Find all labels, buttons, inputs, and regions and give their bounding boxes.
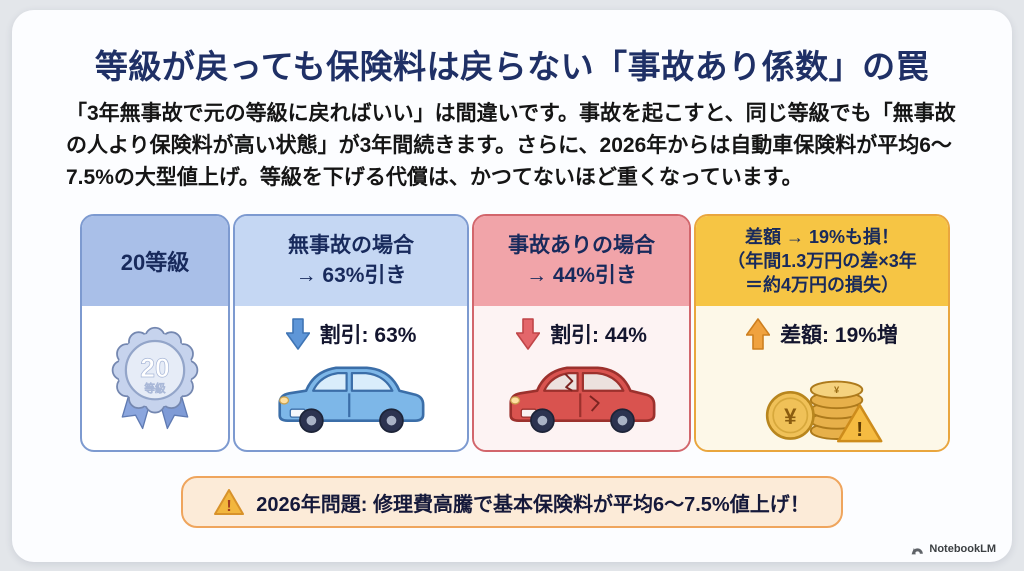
difference-stat-row: 差額: 19%増 [746,318,898,350]
badge-label-text: 等級 [143,382,166,395]
slide-card: 等級が戻っても保険料は戻らない「事故あり係数」の罠 「3年無事故で元の等級に戻れ… [12,10,1012,562]
red-down-arrow-icon [516,318,541,350]
column-with-accident-body: 割引: 44% [474,306,689,450]
notebooklm-logo-icon [911,547,924,555]
intro-paragraph: 「3年無事故で元の等級に戻ればいい」は間違いです。事故を起こすと、同じ等級でも「… [66,102,956,189]
badge-number-text: 20 [140,353,169,383]
comparison-table: 20等級 20 等級 [80,214,952,452]
callout-warning-icon: ! [214,489,245,515]
blue-car-icon [278,366,425,433]
column-with-accident-header: 事故ありの場合 → 44%引き [474,216,689,306]
column-grade-body: 20 等級 [82,306,228,450]
column-no-accident-body: 割引: 63% [235,306,467,450]
no-accident-stat-row: 割引: 63% [285,318,417,350]
brand-footer-label: NotebookLM [929,543,996,555]
no-accident-stat-label: 割引: 63% [319,324,417,347]
column-no-accident-header-line2: → 63%引き [295,264,407,287]
column-difference-header: 差額 → 19%も損！ （年間1.3万円の差×3年 ＝約4万円の損失） [696,216,948,306]
yen-coins-warning-icon: ¥ ¥ ! [765,380,883,443]
column-difference-body: 差額: 19%増 ¥ ¥ ! [696,306,948,450]
damaged-red-car-icon [508,366,655,433]
column-grade-header-line: 20等級 [120,250,190,275]
column-with-accident-header-line2: → 44%引き [526,264,637,287]
callout-2026-problem: ! 2026年問題: 修理費高騰で基本保険料が平均6〜7.5%値上げ！ [181,476,843,528]
column-grade: 20等級 20 等級 [80,214,230,452]
orange-up-arrow-icon [746,318,771,350]
column-no-accident-header-line1: 無事故の場合 [288,234,414,257]
column-difference-header-line1: 差額 → 19%も損！ [744,227,900,247]
column-difference: 差額 → 19%も損！ （年間1.3万円の差×3年 ＝約4万円の損失） 差額: … [694,214,950,452]
callout-warning-mark-text: ! [227,498,232,515]
column-no-accident-header: 無事故の場合 → 63%引き [235,216,467,306]
with-accident-stat-row: 割引: 44% [516,318,647,350]
callout-text: 2026年問題: 修理費高騰で基本保険料が平均6〜7.5%値上げ！ [256,493,810,516]
coin-warning-mark-text: ! [856,418,863,441]
column-difference-header-line3: ＝約4万円の損失） [744,275,899,295]
blue-down-arrow-icon [285,318,310,350]
front-coin-yen-text: ¥ [784,404,797,429]
difference-stat-label: 差額: 19%増 [780,324,898,347]
stack-coin-yen-text: ¥ [834,384,840,395]
column-with-accident: 事故ありの場合 → 44%引き 割引: 44% [472,214,691,452]
column-with-accident-header-line1: 事故ありの場合 [508,234,655,257]
page-title: 等級が戻っても保険料は戻らない「事故あり係数」の罠 [94,48,930,85]
with-accident-stat-label: 割引: 44% [550,324,647,347]
column-difference-header-line2: （年間1.3万円の差×3年 [727,251,917,271]
column-no-accident: 無事故の場合 → 63%引き 割引: 63% [233,214,469,452]
brand-footer: NotebookLM [911,543,996,555]
column-grade-header: 20等級 [82,216,228,306]
grade-20-badge-icon: 20 等級 [111,326,199,430]
